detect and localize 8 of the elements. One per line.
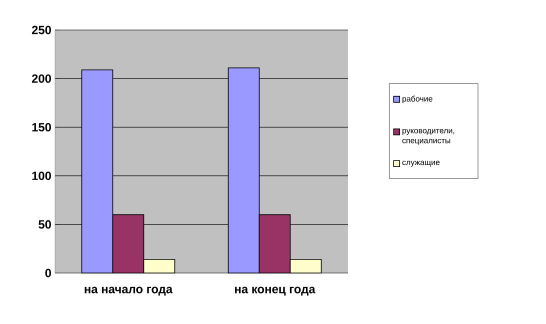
y-tick-label: 0 xyxy=(45,268,51,278)
y-tick-label: 150 xyxy=(32,122,51,132)
y-tick-label: 250 xyxy=(32,26,51,34)
y-tick-label: 100 xyxy=(32,172,51,180)
x-tick-label: на начало года xyxy=(84,286,173,296)
y-tick-label: 200 xyxy=(32,74,51,83)
x-tick-label: на конец года xyxy=(235,286,316,296)
y-tick-label: 50 xyxy=(38,220,51,229)
